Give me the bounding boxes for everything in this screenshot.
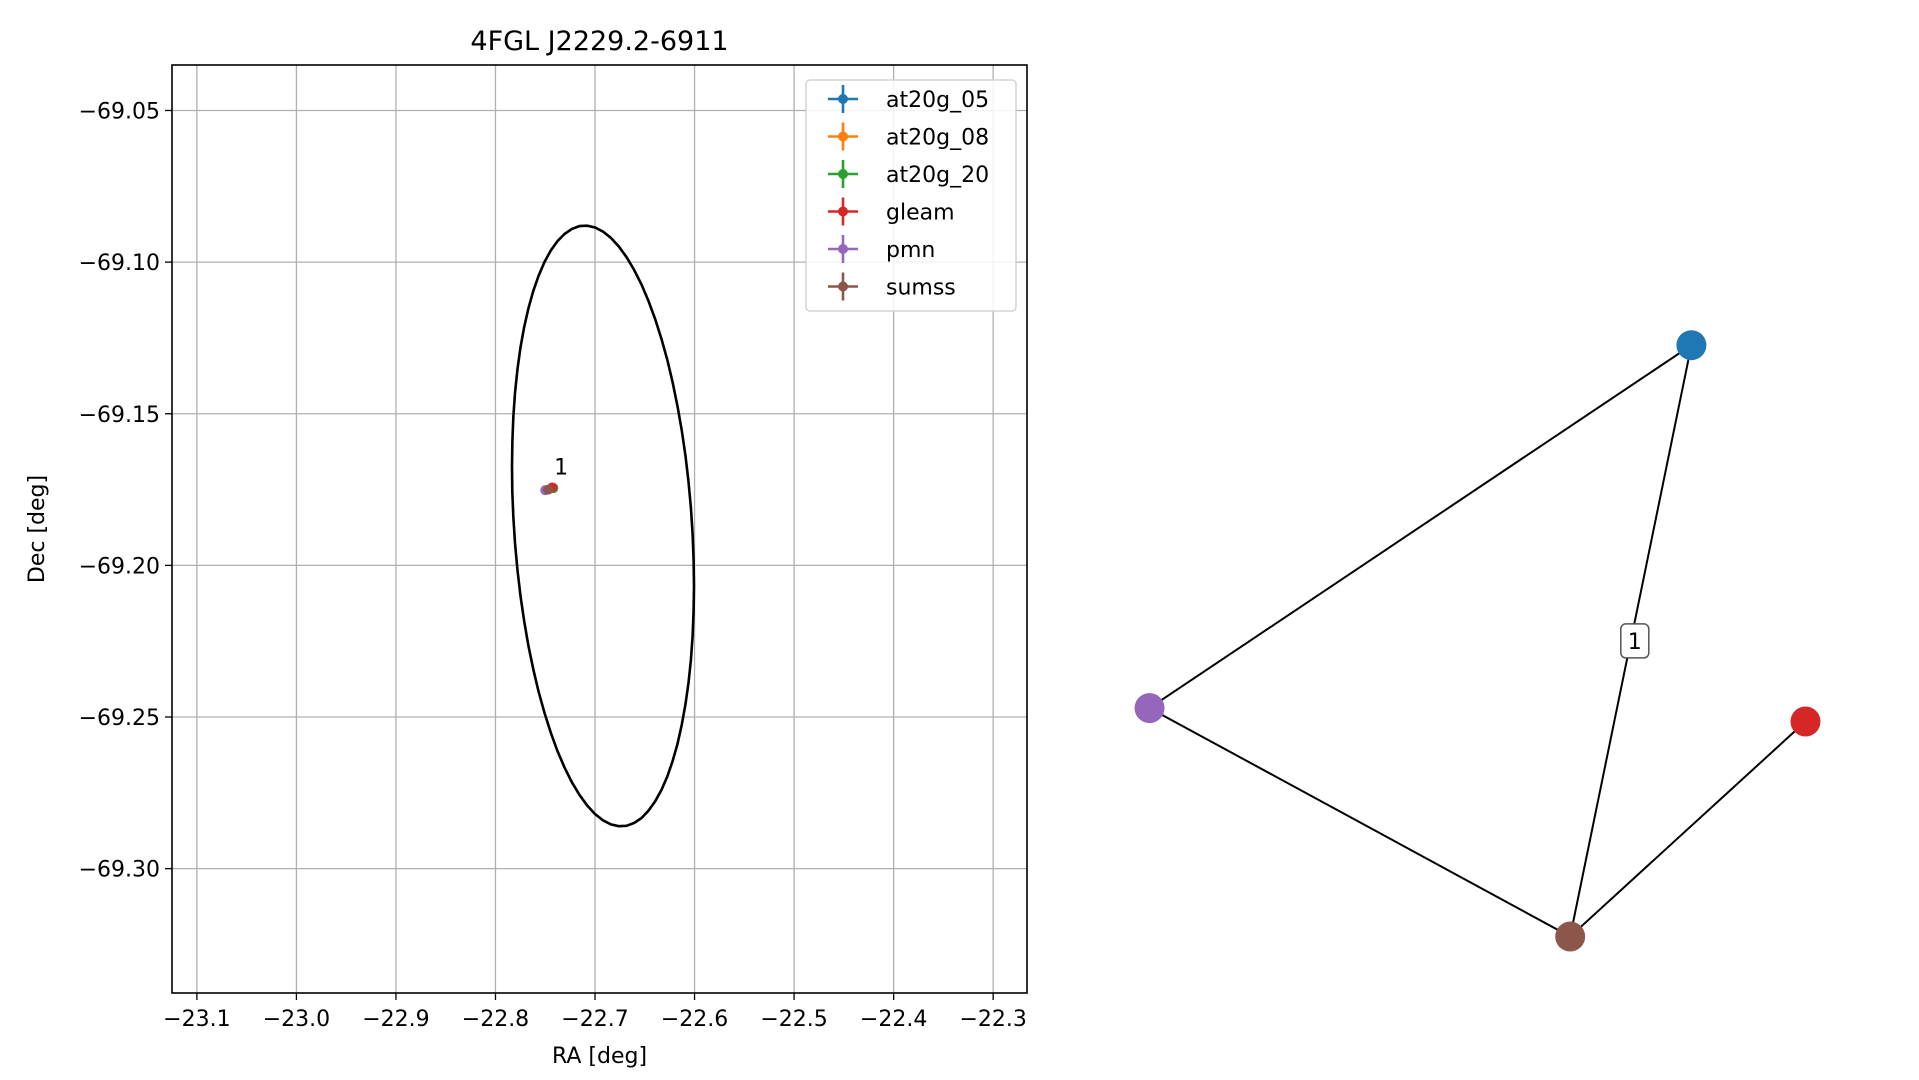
- legend-label: gleam: [886, 201, 955, 226]
- node-pmn: [1134, 693, 1165, 724]
- edge-sumss-gleam: [1569, 720, 1807, 938]
- legend-marker: [838, 131, 848, 142]
- chart-annotations: 1: [554, 455, 568, 480]
- y-axis-ticks: −69.05 −69.10 −69.15 −69.20 −69.25 −69.30: [79, 99, 172, 883]
- legend-marker: [838, 244, 848, 254]
- legend-entry-sumss: sumss: [828, 272, 956, 301]
- legend-entry-at20g_20: at20g_20: [828, 160, 989, 188]
- edge-label-box: [1620, 623, 1650, 659]
- annotation-label: 1: [554, 455, 568, 480]
- graph-nodes: [1134, 330, 1821, 952]
- edge-label: 1: [1628, 630, 1642, 655]
- x-axis-label: RA [deg]: [552, 1044, 647, 1069]
- legend-label: at20g_20: [886, 163, 989, 188]
- point-sumss: [543, 484, 554, 495]
- x-tick-label: −22.8: [462, 1007, 529, 1032]
- node-sumss: [1555, 921, 1586, 952]
- node-gleam: [1790, 706, 1821, 737]
- y-tick-label: −69.25: [79, 706, 160, 731]
- legend-label: at20g_05: [886, 88, 989, 113]
- chart-title: 4FGL J2229.2-6911: [470, 26, 728, 57]
- source-points: [540, 482, 559, 496]
- network-graph-panel: 1: [1134, 330, 1821, 952]
- y-axis-label: Dec [deg]: [25, 475, 50, 583]
- x-tick-label: −23.1: [163, 1007, 230, 1032]
- legend-label: sumss: [886, 276, 956, 301]
- legend-entry-at20g_08: at20g_08: [828, 122, 989, 151]
- node-at20g_05: [1676, 330, 1707, 361]
- y-tick-label: −69.10: [79, 251, 160, 276]
- graph-edges: [1148, 344, 1807, 938]
- y-tick-label: −69.15: [79, 403, 160, 428]
- y-tick-label: −69.30: [79, 858, 160, 883]
- y-tick-label: −69.20: [79, 554, 160, 579]
- edge-at20g_05-pmn: [1148, 344, 1692, 709]
- x-tick-label: −22.5: [760, 1007, 827, 1032]
- x-tick-label: −22.3: [959, 1007, 1026, 1032]
- graph-edge-labels: 1: [1620, 623, 1650, 659]
- legend-box: [805, 79, 1017, 312]
- legend-entry-at20g_05: at20g_05: [828, 85, 989, 113]
- x-tick-label: −23.0: [263, 1007, 330, 1032]
- grid-lines: [172, 65, 1027, 993]
- legend-marker: [838, 169, 848, 179]
- x-tick-label: −22.9: [362, 1007, 429, 1032]
- legend-marker: [838, 94, 848, 104]
- legend-entry-gleam: gleam: [828, 197, 955, 226]
- legend-entry-pmn: pmn: [828, 235, 935, 263]
- plot-frame: [171, 64, 1028, 994]
- edge-pmn-sumss: [1149, 707, 1571, 938]
- legend-label: at20g_08: [886, 126, 989, 151]
- legend-marker: [838, 206, 848, 217]
- x-tick-label: −22.4: [860, 1007, 927, 1032]
- legend-marker: [838, 281, 848, 292]
- y-tick-label: −69.05: [79, 99, 160, 124]
- x-tick-label: −22.6: [661, 1007, 728, 1032]
- x-tick-label: −22.7: [561, 1007, 628, 1032]
- sky-map-panel: 4FGL J2229.2-6911 −23.1 −23.0 −22.9 −22.8 −2…: [25, 26, 1028, 1069]
- localization-ellipse: [510, 224, 696, 828]
- legend-label: pmn: [886, 238, 935, 263]
- x-axis-ticks: −23.1 −23.0 −22.9 −22.8 −22.7 −22.6 −22.5 −22.4…: [163, 993, 1027, 1032]
